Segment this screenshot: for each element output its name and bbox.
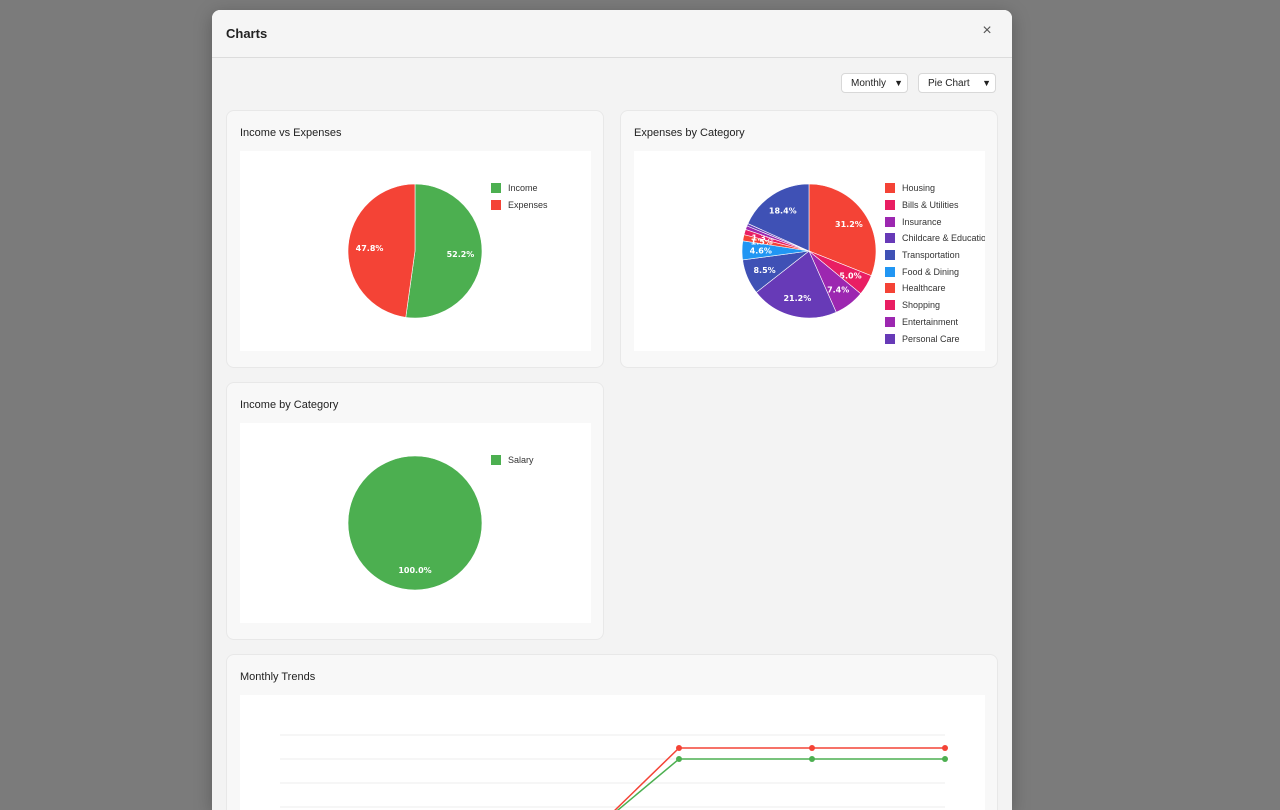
legend-label: Salary <box>508 455 534 466</box>
series-point[interactable] <box>809 745 815 751</box>
chart-area: 52.2% 47.8% Income Expenses <box>240 151 591 351</box>
legend-swatch <box>885 266 895 277</box>
series-point[interactable] <box>676 756 682 762</box>
income-vs-expenses-card: Income vs Expenses 52.2% 47.8% Income Expe… <box>226 110 604 368</box>
close-icon[interactable]: × <box>982 22 992 39</box>
card-title: Monthly Trends <box>240 671 316 683</box>
legend-label: Food & Dining <box>902 266 960 277</box>
legend-label: Childcare & Education <box>902 233 985 244</box>
pie-slice-label: 1.5% <box>751 237 773 246</box>
pie-slice[interactable] <box>747 183 810 252</box>
pie-slice-label: 21.2% <box>783 294 811 303</box>
chart-area <box>240 695 985 810</box>
pie-slice-label: 100.0% <box>398 566 431 575</box>
series-point[interactable] <box>676 745 682 751</box>
pie-slice-label: 52.2% <box>447 250 475 259</box>
legend-label: Income <box>508 183 538 194</box>
pie-slice-label: 31.2% <box>835 220 863 229</box>
expenses-by-category-pie: 31.2% 5.0% 7.4% 21.2% 8.5% 4.6%1.5%1.3% 18.4% <box>741 183 877 319</box>
legend-item[interactable]: Food & Dining <box>885 263 985 280</box>
legend-swatch <box>885 233 895 244</box>
series-point[interactable] <box>942 756 948 762</box>
pie-slice[interactable] <box>405 183 483 319</box>
legend-item[interactable]: Personal Care <box>885 330 985 347</box>
income-by-category-card: Income by Category 100.0% Salary <box>226 382 604 640</box>
legend-label: Transportation <box>902 250 960 261</box>
chart-controls: Monthly ▼ Pie Chart ▼ <box>841 73 996 93</box>
series-line <box>614 747 945 810</box>
pie-slice-label: 18.4% <box>769 207 797 216</box>
legend-label: Insurance <box>902 216 942 227</box>
pie-slice-label: 7.4% <box>827 285 849 294</box>
pie-slice[interactable] <box>347 455 483 591</box>
income-vs-expenses-pie: 52.2% 47.8% <box>347 183 483 319</box>
pie-slice-label: 1.3% <box>752 233 774 242</box>
legend-label: Housing <box>902 183 936 194</box>
legend-swatch <box>885 183 895 194</box>
charts-modal: Charts × Monthly ▼ Pie Chart ▼ Income vs… <box>212 10 1012 810</box>
legend-label: Entertainment <box>902 316 959 327</box>
chart-type-select-value: Pie Chart <box>928 77 970 89</box>
chart-area: 31.2% 5.0% 7.4% 21.2% 8.5% 4.6% 1.5% 1.3% 18.4% … <box>634 151 985 351</box>
modal-title: Charts <box>226 26 268 41</box>
legend: Housing Bills & Utilities Insurance Childca… <box>885 180 985 347</box>
chart-type-select[interactable]: Pie Chart ▼ <box>918 73 996 93</box>
legend-item[interactable]: Healthcare <box>885 280 985 297</box>
legend-swatch <box>885 333 895 344</box>
expenses-by-category-card: Expenses by Category 31.2% 5.0% 7.4% 21.2% 8… <box>620 110 998 368</box>
legend-item[interactable]: Transportation <box>885 247 985 264</box>
legend-swatch <box>885 300 895 311</box>
pie-slice-label: 5.0% <box>839 272 861 281</box>
legend: Income Expenses <box>491 180 548 213</box>
legend-label: Expenses <box>508 200 548 211</box>
pie-slice[interactable] <box>755 250 837 319</box>
pie-slice-label: 47.8% <box>356 244 384 253</box>
legend-swatch <box>885 200 895 211</box>
legend-item[interactable]: Entertainment <box>885 314 985 331</box>
pie-slice-label: 8.5% <box>753 266 775 275</box>
legend-item[interactable]: Income <box>491 180 548 197</box>
legend-item[interactable]: Housing <box>885 180 985 197</box>
period-select[interactable]: Monthly ▼ <box>841 73 908 93</box>
period-select-value: Monthly <box>851 77 887 89</box>
card-title: Expenses by Category <box>634 127 745 139</box>
legend-swatch <box>885 283 895 294</box>
chevron-down-icon: ▼ <box>982 78 991 88</box>
monthly-trends-line-chart <box>280 734 948 810</box>
legend: Salary <box>491 452 534 469</box>
legend-swatch <box>491 200 501 211</box>
series-line <box>616 758 945 810</box>
legend-swatch <box>885 250 895 261</box>
pie-slice[interactable] <box>347 183 416 318</box>
legend-item[interactable]: Childcare & Education <box>885 230 985 247</box>
monthly-trends-card: Monthly Trends <box>226 654 998 810</box>
legend-swatch <box>885 216 895 227</box>
modal-header: Charts × <box>212 10 1012 58</box>
pie-slice-label: 4.6% <box>750 247 772 256</box>
series-point[interactable] <box>942 745 948 751</box>
chart-area: 100.0% Salary <box>240 423 591 623</box>
legend-item[interactable]: Salary <box>491 452 534 469</box>
pie-slice[interactable] <box>808 183 877 277</box>
legend-item[interactable]: Shopping <box>885 297 985 314</box>
card-title: Income by Category <box>240 399 339 411</box>
legend-swatch <box>885 316 895 327</box>
series-point[interactable] <box>809 756 815 762</box>
legend-label: Personal Care <box>902 333 960 344</box>
legend-swatch <box>491 183 501 194</box>
legend-label: Shopping <box>902 300 941 311</box>
chevron-down-icon: ▼ <box>894 78 903 88</box>
legend-item[interactable]: Expenses <box>491 197 548 214</box>
legend-swatch <box>491 455 501 466</box>
legend-item[interactable]: Bills & Utilities <box>885 197 985 214</box>
legend-label: Bills & Utilities <box>902 200 959 211</box>
legend-label: Healthcare <box>902 283 946 294</box>
legend-item[interactable]: Insurance <box>885 213 985 230</box>
income-by-category-pie: 100.0% <box>347 455 483 591</box>
card-title: Income vs Expenses <box>240 127 342 139</box>
